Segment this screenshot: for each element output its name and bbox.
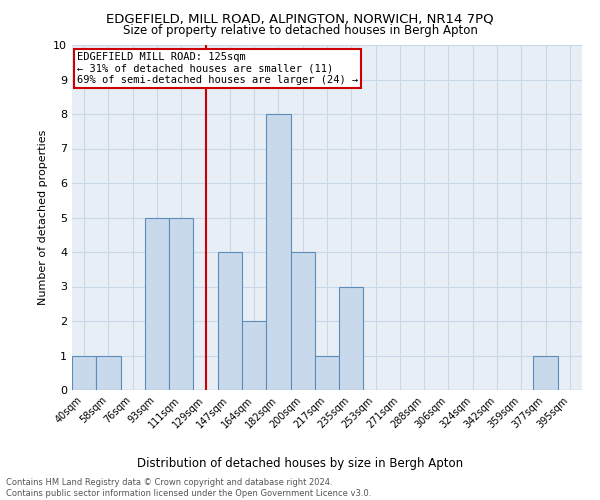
Text: Contains HM Land Registry data © Crown copyright and database right 2024.
Contai: Contains HM Land Registry data © Crown c… [6,478,371,498]
Bar [533,356,558,390]
Bar [145,218,169,390]
Bar [218,252,242,390]
Bar [339,286,364,390]
Text: EDGEFIELD, MILL ROAD, ALPINGTON, NORWICH, NR14 7PQ: EDGEFIELD, MILL ROAD, ALPINGTON, NORWICH… [106,12,494,26]
Text: EDGEFIELD MILL ROAD: 125sqm
← 31% of detached houses are smaller (11)
69% of sem: EDGEFIELD MILL ROAD: 125sqm ← 31% of det… [77,52,358,85]
Text: Size of property relative to detached houses in Bergh Apton: Size of property relative to detached ho… [122,24,478,37]
Bar [315,356,339,390]
Text: Distribution of detached houses by size in Bergh Apton: Distribution of detached houses by size … [137,458,463,470]
Bar [72,356,96,390]
Bar [169,218,193,390]
Bar [290,252,315,390]
Bar [266,114,290,390]
Y-axis label: Number of detached properties: Number of detached properties [38,130,47,305]
Bar [96,356,121,390]
Bar [242,321,266,390]
